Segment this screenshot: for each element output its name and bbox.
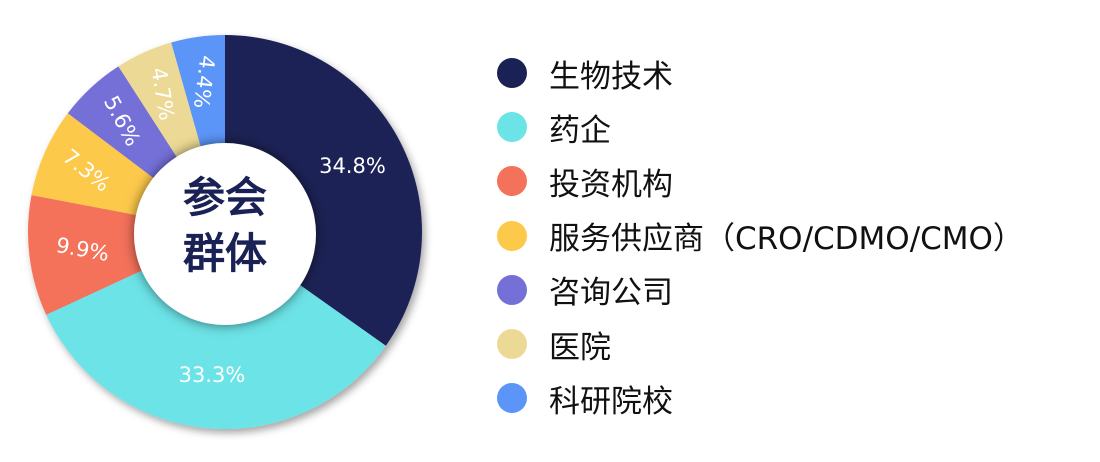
legend-label: 投资机构 (549, 166, 673, 203)
legend-item: 生物技术 (497, 46, 1024, 100)
legend-item: 投资机构 (497, 154, 1024, 208)
legend-swatch (497, 112, 527, 143)
slice-0 (225, 35, 422, 346)
legend-item: 医院 (497, 317, 1024, 371)
legend-swatch (497, 329, 527, 360)
donut-chart: 34.8%33.3%9.9%7.3%5.6% 4.7% 4.4% (28, 35, 422, 429)
legend-label: 药企 (549, 112, 611, 149)
center-label-line-2: 群体 (182, 229, 267, 278)
legend-item: 药企 (497, 100, 1024, 154)
legend: 生物技术药企投资机构服务供应商（CRO/CDMO/CMO） 咨询公司医院科研院校 (497, 46, 1024, 425)
legend-item: 咨询公司 (497, 263, 1024, 317)
center-label-line-1: 参会 (182, 173, 267, 222)
legend-label: 医院 (549, 329, 611, 366)
slice-label-0: 34.8% (319, 154, 386, 178)
legend-label: 服务供应商（CRO/CDMO/CMO） (549, 221, 1024, 258)
legend-swatch (497, 274, 527, 305)
legend-label: 咨询公司 (549, 275, 673, 312)
slice-label-1: 33.3% (179, 363, 246, 387)
legend-item: 科研院校 (497, 371, 1024, 425)
slice-1 (46, 232, 386, 429)
donut-hole (134, 143, 316, 325)
legend-item: 服务供应商（CRO/CDMO/CMO） (497, 209, 1024, 263)
legend-swatch (497, 383, 527, 414)
center-label: 参会 群体 (135, 170, 315, 282)
legend-swatch (497, 166, 527, 197)
legend-label: 科研院校 (549, 383, 673, 420)
legend-swatch (497, 58, 527, 89)
legend-label: 生物技术 (549, 58, 673, 95)
legend-swatch (497, 220, 527, 251)
